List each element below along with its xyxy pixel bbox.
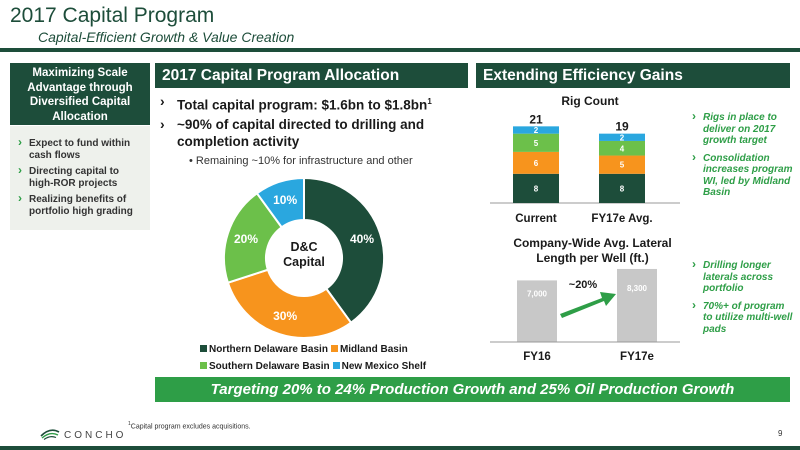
legend-label: Midland Basin [339,344,408,355]
footnote-marker: 1 [427,97,432,106]
title-rule [0,48,800,52]
lateral-bullet: Drilling longer laterals across portfoli… [692,259,794,295]
footnote-text: Capital program excludes acquisitions. [130,423,251,431]
rig-bullet: Rigs in place to deliver on 2017 growth … [692,111,794,147]
rig-segment-label: 2 [620,133,625,142]
footnote: 1Capital program excludes acquisitions. [128,421,251,430]
legend-label: Northern Delaware Basin [209,344,328,355]
lateral-category-label: FY16 [523,351,551,363]
efficiency-heading: Extending Efficiency Gains [476,63,790,88]
sidebar-item: Expect to fund within cash flows [18,137,146,161]
rig-total-label: 19 [615,120,629,134]
sidebar-item: Directing capital to high-ROR projects [18,165,146,189]
rig-bar-segment [599,140,645,156]
lateral-bar [617,268,657,342]
legend-item: Northern Delaware Basin [200,341,328,358]
legend-swatch [332,362,340,369]
lateral-category-label: FY17e [620,351,654,363]
donut-slice-1 [226,268,353,339]
allocation-sub-bullet-text: Remaining ~10% for infrastructure and ot… [195,155,413,167]
lateral-growth-label: ~20% [569,279,598,291]
rig-total-label: 21 [529,112,543,126]
rig-bar-segment [513,173,559,203]
rig-segment-label: 4 [620,144,625,153]
lateral-bar-label: 8,300 [627,284,648,293]
allocation-sub-bullet: • Remaining ~10% for infrastructure and … [189,155,413,167]
rig-bar-segment [599,155,645,174]
sidebar-heading: Maximizing Scale Advantage through Diver… [10,63,150,125]
legend-swatch [330,345,338,352]
rig-bar-segment [513,126,559,134]
donut-slice-label: 10% [273,193,297,207]
legend-swatch [200,345,207,352]
rig-segment-label: 8 [534,184,539,193]
legend-item: Midland Basin [330,341,408,358]
rig-bar-segment [513,133,559,152]
bullet-dot-icon: • [189,155,196,167]
page-subtitle: Capital-Efficient Growth & Value Creatio… [38,29,295,45]
allocation-bullet-text: Total capital program: $1.6bn to $1.8bn [177,97,428,113]
growth-banner: Targeting 20% to 24% Production Growth a… [155,377,790,402]
donut-center-label: D&C Capital [283,240,325,269]
legend-item: Southern Delaware Basin [200,358,330,375]
concho-logo-icon [40,429,60,440]
donut-slice-label: 40% [350,232,374,246]
footnote-marker: 1 [128,421,131,427]
rig-segment-label: 2 [534,126,539,135]
allocation-donut-chart: 40% 30% 20% 10% [223,178,385,339]
lateral-bullets: Drilling longer laterals across portfoli… [692,259,794,341]
allocation-heading: 2017 Capital Program Allocation [155,63,468,88]
donut-slice-label: 30% [273,309,297,323]
donut-slice-3 [255,178,305,229]
rig-category-label: FY17e Avg. [591,213,652,225]
page-title: 2017 Capital Program [10,4,215,27]
legend-label: New Mexico Shelf [341,361,427,372]
rig-bar-segment [513,151,559,174]
legend-swatch [200,362,207,369]
chevron-right-icon: › [160,93,165,109]
lateral-bullet: 70%+ of program to utilize multi-well pa… [692,300,794,336]
lateral-length-chart: 7,000 FY16 8,300 FY17e ~20% [490,268,680,363]
rig-category-label: Current [515,213,557,225]
page-number: 9 [778,429,783,438]
growth-arrow-icon [560,292,616,318]
allocation-bullet-total: › Total capital program: $1.6bn to $1.8bn… [160,93,470,114]
allocation-bullet-dc: › ~90% of capital directed to drilling an… [160,116,470,150]
donut-slice-0 [303,178,385,325]
sidebar-list: Expect to fund within cash flows Directi… [10,126,150,230]
chevron-right-icon: › [160,116,165,132]
rig-bullet: Consolidation increases program WI, led … [692,152,794,199]
lateral-bar-label: 7,000 [527,289,548,298]
donut-legend: Northern Delaware Basin Midland Basin Sout… [200,341,460,375]
lateral-bar [517,280,557,342]
sidebar-item: Realizing benefits of portfolio high gra… [18,193,146,217]
bottom-rule [0,446,800,450]
donut-slice-label: 20% [234,232,258,246]
rig-bullets: Rigs in place to deliver on 2017 growth … [692,111,794,205]
legend-label: Southern Delaware Basin [209,361,330,372]
logo-text: CONCHO [64,430,127,441]
rig-segment-label: 5 [620,161,625,170]
rig-segment-label: 5 [534,139,539,148]
rig-bar-segment [599,133,645,141]
rig-segment-label: 6 [534,159,539,168]
allocation-bullet-text: ~90% of capital directed to drilling and… [177,117,425,149]
rig-chart-title: Rig Count [561,94,619,108]
rig-segment-label: 8 [620,184,625,193]
lateral-chart-title: Company-Wide Avg. Lateral Length per Wel… [513,236,672,265]
legend-item: New Mexico Shelf [332,358,427,375]
rig-bar-segment [599,173,645,203]
